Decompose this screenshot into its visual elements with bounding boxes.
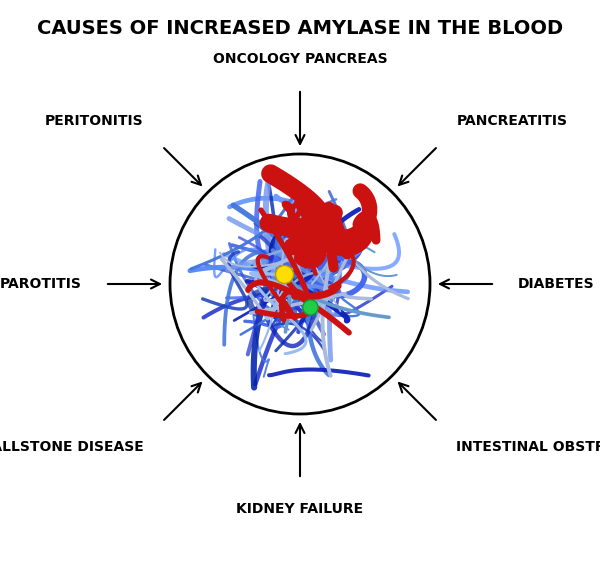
Text: ONCOLOGY PANCREAS: ONCOLOGY PANCREAS [212,52,388,66]
Text: GALLSTONE DISEASE: GALLSTONE DISEASE [0,441,143,455]
Text: DIABETES: DIABETES [518,277,595,291]
Text: INTESTINAL OBSTRUCTION: INTESTINAL OBSTRUCTION [457,441,600,455]
Circle shape [170,154,430,414]
Text: KIDNEY FAILURE: KIDNEY FAILURE [236,502,364,516]
Text: PERITONITIS: PERITONITIS [45,113,143,127]
Text: CAUSES OF INCREASED AMYLASE IN THE BLOOD: CAUSES OF INCREASED AMYLASE IN THE BLOOD [37,19,563,38]
Text: PANCREATITIS: PANCREATITIS [457,113,568,127]
Text: PAROTITIS: PAROTITIS [0,277,82,291]
